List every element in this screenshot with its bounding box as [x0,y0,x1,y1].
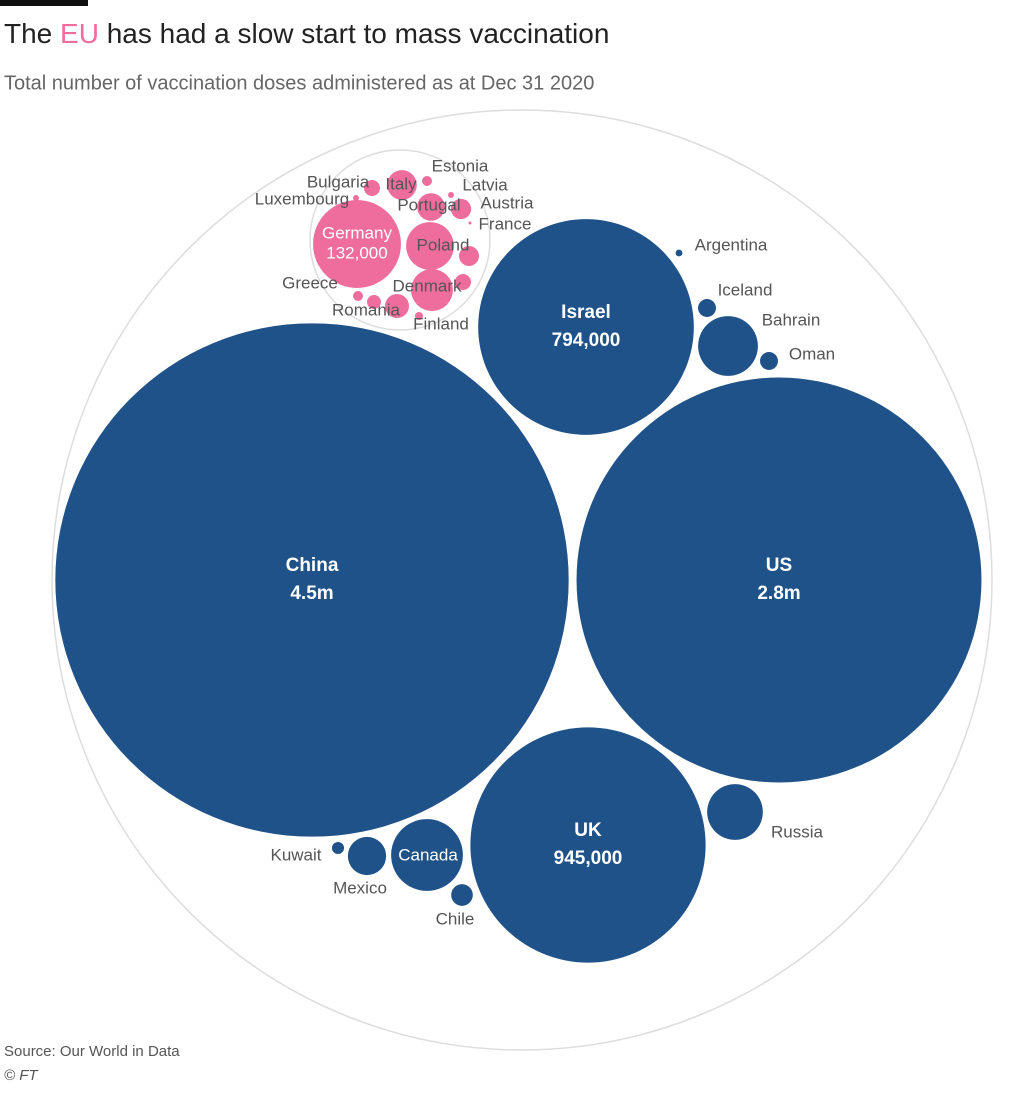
bubble [406,222,454,270]
bubble [698,316,758,376]
bubble [707,784,763,840]
bubble [353,195,359,201]
category-label: Oman [789,344,835,363]
title-part: EU [60,18,99,49]
category-label: Latvia [462,175,508,194]
category-label: Germany [322,223,392,242]
category-label: UK [574,820,602,841]
category-label: China [286,555,339,576]
title-bar [0,0,88,6]
category-label: Italy [385,174,417,193]
value-label: 132,000 [326,243,387,262]
value-label: 945,000 [554,848,623,869]
bubble [698,299,716,317]
bubble [454,273,472,291]
category-label: Russia [771,822,824,841]
bubble [470,727,706,963]
category-label: Kuwait [270,845,321,864]
bubble [385,294,409,318]
bubble [391,819,463,891]
bubble [459,246,479,266]
chart-title: The EU has had a slow start to mass vacc… [4,18,609,49]
category-label: Iceland [718,280,773,299]
category-label: Portugal [397,195,460,214]
credit: © FT [4,1067,39,1084]
category-label: Denmark [393,276,462,295]
value-label: 2.8m [757,583,800,604]
bubble [451,884,473,906]
bubble [313,200,401,288]
eu-circle [309,149,491,331]
bubble [347,836,387,876]
bubble [760,352,778,370]
bubble [448,192,454,198]
outer-circle [51,109,993,1051]
chart-subtitle: Total number of vaccination doses admini… [4,72,594,94]
category-label: US [766,555,792,576]
bubble [675,249,683,257]
category-label: Argentina [695,235,768,254]
category-label: Finland [413,314,469,333]
bubble [363,179,381,197]
value-label: 794,000 [552,330,621,351]
bubble [353,291,363,301]
title-part: The [4,18,60,49]
category-label: France [479,214,532,233]
category-label: Bulgaria [307,172,370,191]
category-label: Chile [436,909,475,928]
title-part: has had a slow start to mass vaccination [99,18,609,49]
bubble [422,176,432,186]
bubble [387,170,417,200]
category-label: Luxembourg [255,189,350,208]
category-label: Poland [417,235,470,254]
category-label: Austria [481,193,534,212]
bubble [576,377,982,783]
category-label: Estonia [432,156,489,175]
bubble [450,198,472,220]
category-label: Mexico [333,878,387,897]
bubble [468,221,472,225]
bubble [478,219,694,435]
bubble [417,193,445,221]
bubble [367,295,381,309]
category-label: Romania [332,300,401,319]
value-label: 4.5m [290,583,333,604]
source: Source: Our World in Data [4,1043,180,1060]
bubble [331,841,345,855]
category-label: Israel [561,302,611,323]
bubble [411,269,453,311]
bubble [55,323,569,837]
bubble [414,311,424,321]
category-label: Bahrain [762,310,821,329]
category-label: Greece [282,273,338,292]
category-label: Canada [398,845,458,864]
